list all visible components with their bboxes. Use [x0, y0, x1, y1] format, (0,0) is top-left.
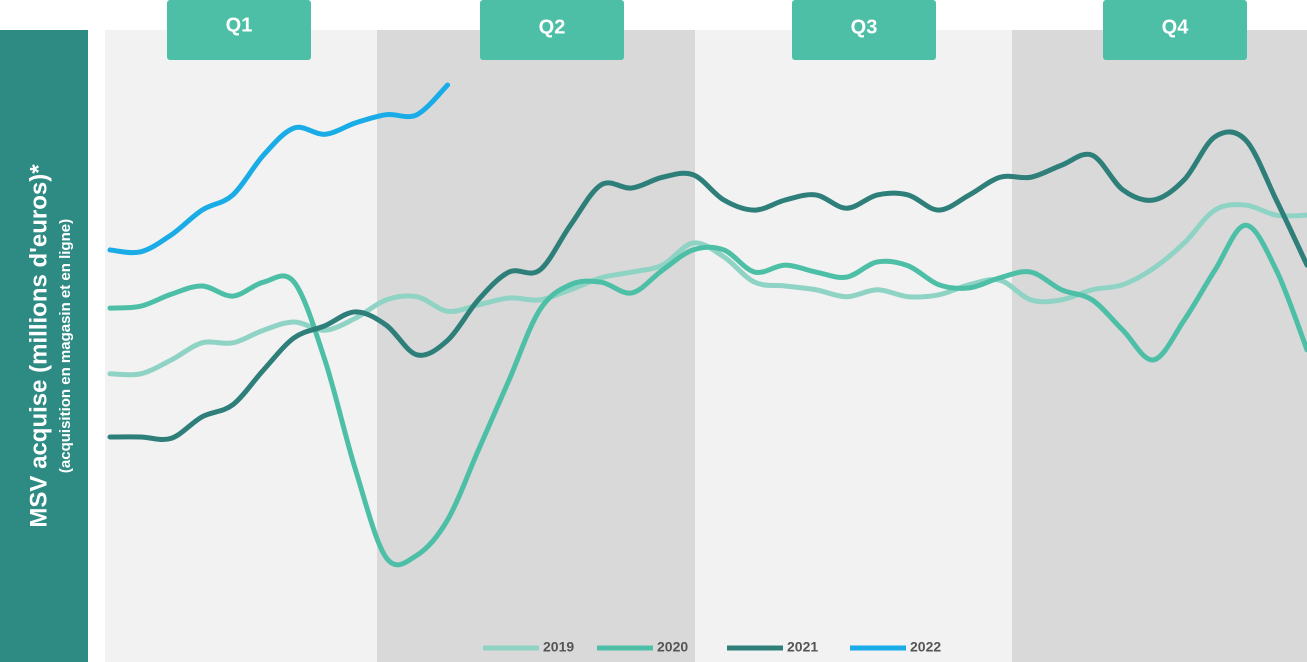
quarter-box	[792, 0, 936, 60]
y-label: MSV acquise (millions d'euros)*	[25, 164, 52, 528]
series-line	[107, 222, 1307, 568]
series-line	[107, 82, 451, 256]
band-q3	[695, 30, 1012, 662]
quarter-label: Q1	[226, 14, 253, 36]
quarter-box	[480, 0, 624, 60]
quarter-label: Q3	[851, 16, 878, 38]
quarter-label: Q4	[1162, 16, 1190, 38]
y-label-note: (acquisition en magasin et en ligne)	[57, 219, 74, 473]
band-q1	[105, 30, 377, 662]
band-q4	[1012, 30, 1307, 662]
band-q2	[377, 30, 695, 662]
series-line	[107, 129, 1307, 443]
legend-label: 2021	[787, 639, 818, 655]
legend-label: 2020	[657, 639, 688, 655]
legend-label: 2022	[910, 639, 941, 655]
quarter-label: Q2	[539, 16, 566, 38]
quarter-box	[1103, 0, 1247, 60]
y-label-box	[0, 30, 88, 662]
legend-label: 2019	[543, 639, 574, 655]
quarter-box	[167, 0, 311, 60]
